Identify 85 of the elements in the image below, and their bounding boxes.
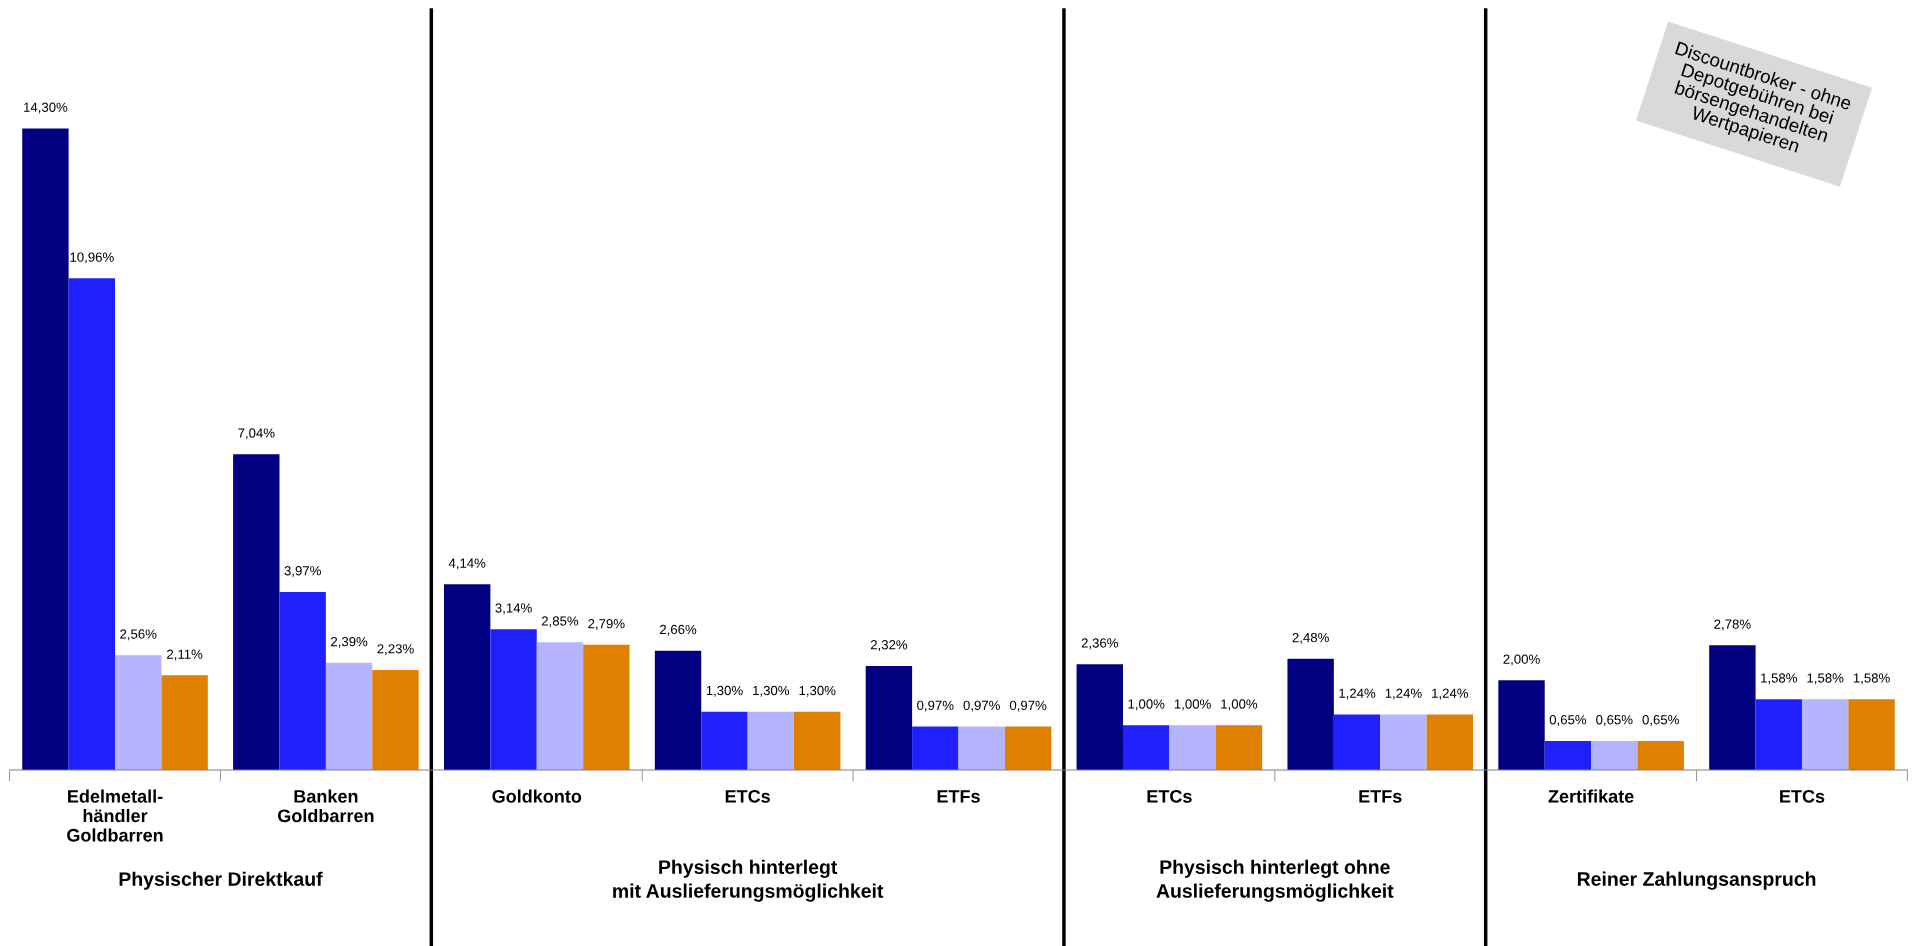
data-label: 2,36% bbox=[1081, 638, 1119, 650]
data-label: 0,97% bbox=[963, 700, 1000, 712]
bar bbox=[536, 642, 584, 771]
data-label: 2,32% bbox=[870, 640, 908, 652]
data-label: 1,00% bbox=[1174, 699, 1211, 711]
data-label: 2,85% bbox=[541, 616, 579, 628]
bar bbox=[1544, 740, 1592, 771]
bar bbox=[1215, 725, 1263, 771]
bar bbox=[233, 454, 280, 771]
data-label: 2,39% bbox=[331, 636, 368, 648]
bar bbox=[1287, 658, 1334, 771]
data-label: 2,78% bbox=[1714, 619, 1751, 631]
bar bbox=[1122, 725, 1170, 771]
text: Reiner Zahlungsanspruch bbox=[1577, 871, 1816, 890]
bar bbox=[958, 726, 1005, 771]
x-tick-label: ETFs bbox=[937, 790, 980, 803]
bar bbox=[912, 726, 959, 771]
data-label: 0,97% bbox=[1009, 700, 1047, 712]
x-tick-label: ETCs bbox=[1147, 789, 1192, 803]
bar bbox=[701, 711, 748, 771]
data-label: 1,30% bbox=[706, 685, 743, 697]
bar bbox=[68, 278, 116, 771]
x-tick-label: ETCs bbox=[1780, 789, 1825, 803]
bar bbox=[1637, 740, 1684, 771]
bar bbox=[1709, 645, 1756, 771]
data-label: 2,79% bbox=[588, 619, 625, 630]
bar bbox=[1801, 699, 1849, 771]
data-label: 3,14% bbox=[495, 603, 532, 615]
bar bbox=[747, 711, 795, 771]
data-label: 1,58% bbox=[1853, 673, 1890, 685]
data-label: 1,58% bbox=[1807, 673, 1844, 685]
data-label: 1,24% bbox=[1432, 688, 1469, 700]
bar bbox=[1333, 714, 1381, 771]
bar bbox=[22, 128, 69, 771]
data-label: 0,65% bbox=[1596, 715, 1633, 726]
data-label: 14,30% bbox=[24, 102, 68, 114]
data-label: 7,04% bbox=[238, 428, 275, 440]
data-label: 2,11% bbox=[167, 649, 203, 661]
bar bbox=[372, 669, 419, 771]
x-tick-label: Edelmetall- händler Goldbarren bbox=[67, 789, 163, 842]
data-label: 1,00% bbox=[1128, 699, 1165, 711]
data-label: 2,66% bbox=[660, 624, 697, 636]
text: Physisch hinterlegt mit Auslieferungsmöglichkeit bbox=[613, 859, 884, 902]
data-label: 2,00% bbox=[1503, 654, 1540, 666]
data-label: 2,23% bbox=[377, 644, 414, 656]
bar bbox=[161, 675, 208, 771]
bar bbox=[115, 655, 162, 771]
text: Physisch hinterlegt ohne Auslieferungsmöglichkeit bbox=[1156, 859, 1394, 902]
bar bbox=[1591, 740, 1638, 771]
data-label: 10,96% bbox=[70, 252, 114, 264]
data-label: 1,00% bbox=[1221, 699, 1258, 711]
text: Physischer Direktkauf bbox=[119, 871, 323, 890]
bar bbox=[1076, 664, 1123, 771]
bar bbox=[1755, 699, 1802, 771]
bar bbox=[490, 629, 537, 771]
x-tick-label: ETFs bbox=[1359, 790, 1402, 803]
bar bbox=[279, 591, 326, 771]
bar bbox=[1380, 714, 1427, 771]
data-label: 1,58% bbox=[1761, 673, 1798, 685]
bar bbox=[325, 662, 373, 771]
data-label: 2,56% bbox=[120, 629, 157, 641]
data-label: 1,30% bbox=[799, 685, 836, 697]
data-label: 3,97% bbox=[284, 566, 321, 577]
bar bbox=[583, 644, 630, 771]
data-label: 1,24% bbox=[1385, 688, 1422, 700]
bar bbox=[1848, 699, 1895, 771]
bar bbox=[865, 665, 913, 771]
x-tick-label: ETCs bbox=[725, 789, 770, 803]
data-label: 4,14% bbox=[448, 558, 486, 570]
x-tick-label: Goldkonto bbox=[492, 789, 582, 803]
bar bbox=[1426, 714, 1474, 771]
bar bbox=[794, 711, 841, 771]
bar bbox=[443, 584, 491, 771]
data-label: 1,30% bbox=[753, 685, 790, 697]
data-label: 0,65% bbox=[1549, 715, 1587, 726]
bar bbox=[1169, 725, 1216, 771]
x-tick-label: Banken Goldbarren bbox=[277, 789, 374, 823]
data-label: 0,97% bbox=[917, 700, 954, 712]
bar bbox=[1004, 726, 1052, 771]
data-label: 1,24% bbox=[1339, 688, 1376, 700]
x-tick-label: Zertifikate bbox=[1548, 789, 1634, 803]
bar bbox=[654, 650, 702, 771]
data-label: 2,48% bbox=[1292, 632, 1329, 644]
data-label: 0,65% bbox=[1642, 715, 1679, 726]
bar bbox=[1498, 680, 1545, 771]
